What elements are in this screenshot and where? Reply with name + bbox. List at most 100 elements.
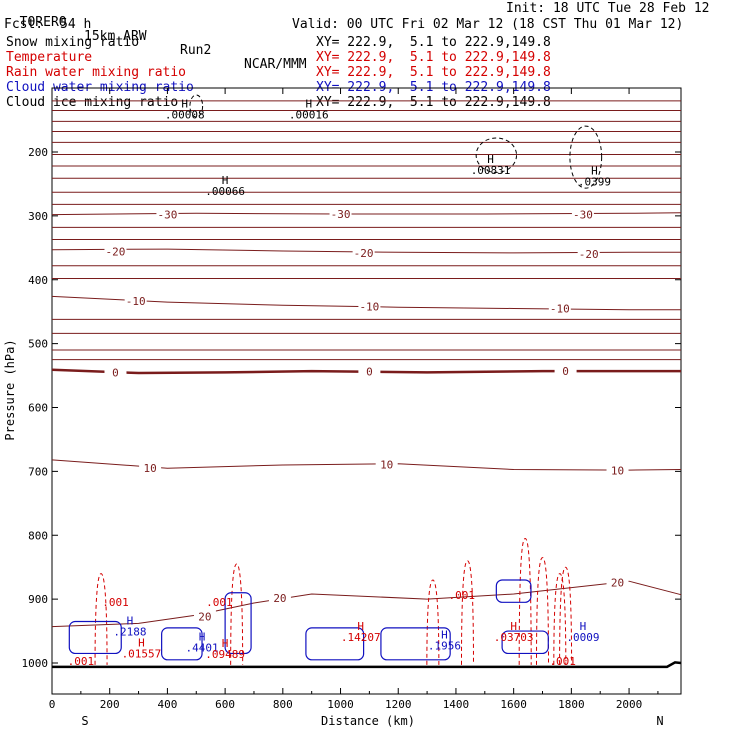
x-tick-label: 0 [49, 698, 56, 711]
x-tick-label: 600 [215, 698, 235, 711]
contour-small-label: .001 [68, 655, 95, 668]
rain-contour [559, 566, 573, 665]
high-marker: H [181, 97, 188, 110]
legend-xy-snow: XY= 222.9, 5.1 to 222.9,149.8 [316, 35, 551, 50]
temperature-contour-label: 0 [366, 366, 373, 379]
contour-label-bg [606, 576, 629, 589]
cloud-water-contour [161, 627, 203, 661]
contour-label-bg [124, 294, 147, 307]
background-isoline [51, 332, 682, 335]
y-axis-label: Pressure (hPa) [3, 339, 17, 440]
temperature-contour-label: -20 [106, 246, 126, 259]
high-marker-value: .1956 [428, 640, 461, 653]
high-marker: H [222, 174, 229, 187]
high-marker-value: .00066 [205, 185, 245, 198]
rain-contour [536, 557, 550, 665]
temperature-contour-label: 0 [112, 366, 119, 379]
high-marker-value: .14207 [341, 631, 381, 644]
background-isoline [51, 109, 682, 112]
contour-small-label: .001 [448, 589, 475, 602]
x-tick-label: 1000 [327, 698, 354, 711]
axis-ticks: 0 200 400 600 800 1000 1200 1400 1600 1800 2000200… [22, 88, 681, 711]
x-end-label-north: N [656, 714, 663, 728]
model-resolution: 15km ARW [84, 29, 147, 44]
contour-label-bg [571, 208, 594, 221]
contour-label-bg [554, 365, 577, 378]
temperature-contour-label: -30 [331, 208, 351, 221]
high-marker-value: .03703 [494, 631, 534, 644]
contour-label-bg [358, 365, 381, 378]
high-marker-value: .00008 [165, 108, 205, 121]
x-axis-label: Distance (km) [321, 714, 415, 728]
cloud-water-contour [305, 627, 365, 661]
rain-contour [230, 563, 244, 665]
rain-contour [94, 573, 108, 665]
contour-small-label: .001 [206, 596, 233, 609]
model-run: Run2 [180, 43, 212, 58]
contour-label-bg [104, 245, 127, 258]
background-isoline [51, 130, 682, 133]
contour-label-bg [358, 300, 381, 313]
cloud-ice-contour [569, 125, 603, 189]
temperature-contour-10 [51, 459, 682, 471]
x-tick-label: 1600 [500, 698, 527, 711]
high-marker-value: .00831 [471, 164, 511, 177]
contour-label-bg [606, 464, 629, 477]
y-tick-label: 800 [28, 529, 48, 542]
x-end-label-south: S [81, 714, 88, 728]
temperature-contour-label: -30 [573, 209, 593, 222]
y-tick-label: 400 [28, 274, 48, 287]
annotation-layer: -30 -30 -30 -20 -20 -20 -10 -10 -10 0 0 0 10 10 10 20 20… [68, 97, 629, 668]
temperature-contour-label: -10 [359, 301, 379, 314]
background-isoline [51, 264, 682, 267]
y-tick-label: 200 [28, 146, 48, 159]
high-marker-value: .09489 [205, 648, 245, 661]
contour-small-label: .001 [549, 655, 576, 668]
high-marker-value: .2188 [113, 626, 146, 639]
contour-label-bg [139, 462, 162, 475]
high-marker-value: .0009 [566, 631, 599, 644]
high-marker: H [127, 615, 134, 628]
temperature-contour-label: -20 [579, 248, 599, 261]
contour-label-bg [329, 207, 352, 220]
contour-label-bg [352, 246, 375, 259]
legend-xy-temperature: XY= 222.9, 5.1 to 222.9,149.8 [316, 50, 551, 65]
contour-small-label: .001 [102, 596, 129, 609]
temperature-contour-label: 10 [611, 465, 624, 478]
background-isoline [51, 203, 682, 206]
contour-layer [51, 94, 682, 669]
contour-label-bg [156, 208, 179, 221]
background-isoline [51, 177, 682, 179]
background-isoline [51, 153, 682, 156]
y-tick-label: 300 [28, 210, 48, 223]
background-isoline [51, 238, 682, 241]
x-tick-label: 200 [100, 698, 120, 711]
legend-xy-cloud-ice: XY= 222.9, 5.1 to 222.9,149.8 [316, 95, 551, 110]
contour-label-bg [193, 610, 216, 623]
contour-label-bg [104, 366, 127, 379]
y-tick-label: 500 [28, 338, 48, 351]
ground-line [52, 661, 682, 669]
background-isoline [51, 100, 682, 102]
cloud-water-contour [224, 592, 252, 655]
high-marker-value: .00016 [289, 108, 329, 121]
temperature-contour-label: -10 [126, 295, 146, 308]
high-marker: H [222, 637, 229, 650]
background-isoline [51, 165, 682, 167]
high-marker: H [199, 631, 206, 644]
high-marker-value: .4401 [185, 642, 218, 655]
fcst-label: Fcst: [4, 17, 44, 32]
background-isoline [51, 358, 682, 361]
cloud-water-contour [68, 620, 122, 655]
legend-xy-rain: XY= 222.9, 5.1 to 222.9,149.8 [316, 65, 551, 80]
y-tick-label: 700 [28, 465, 48, 478]
legend-label-snow: Snow mixing ratio [6, 35, 140, 50]
model-name: TORERO [19, 15, 67, 30]
temperature-contour-label: -20 [354, 247, 374, 260]
background-isoline [51, 277, 682, 280]
y-tick-label: 900 [28, 593, 48, 606]
high-marker: H [510, 620, 517, 633]
high-marker: H [357, 620, 364, 633]
legend-label-cloud-ice: Cloud ice mixing ratio [6, 95, 179, 110]
